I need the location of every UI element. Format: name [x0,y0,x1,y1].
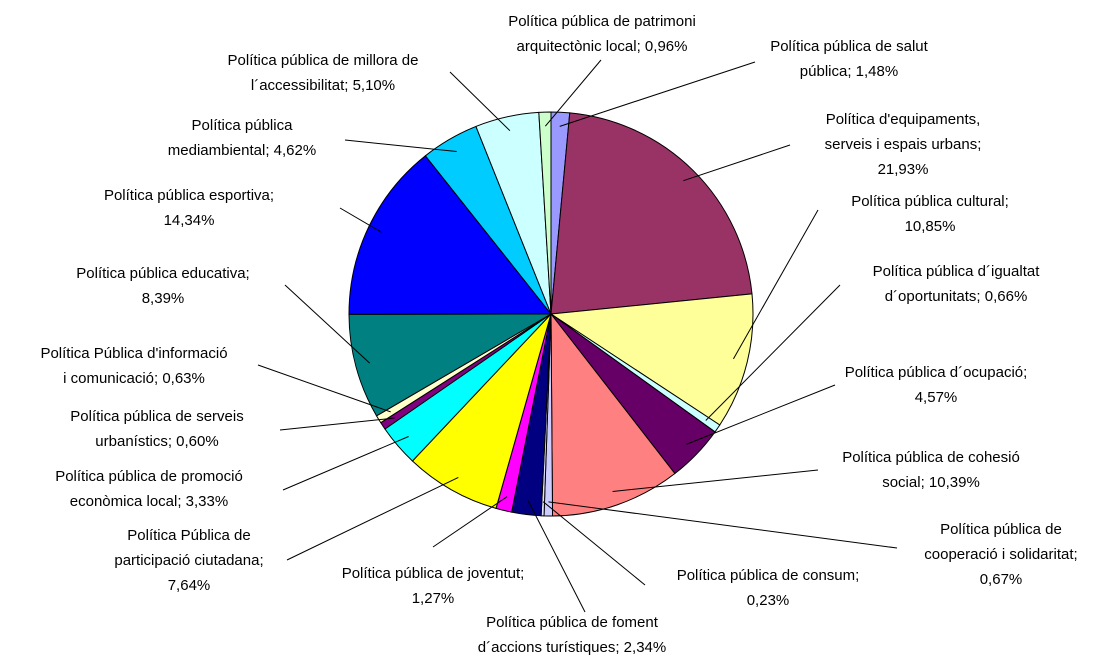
pie-slice [411,313,552,509]
pie-slice [549,293,754,426]
pie-slice [348,155,553,315]
data-label: Política pública de salut pública; 1,48% [770,38,928,80]
data-label: Política pública mediambiental; 4,62% [168,117,316,159]
leader-line [683,144,791,182]
leader-line [339,207,383,233]
leader-line [284,284,371,364]
data-label: Política pública de joventut; 1,27% [342,565,525,607]
data-label: Política pública educativa; 8,39% [76,265,249,307]
leader-line [449,71,511,132]
data-label: Política d'equipaments, serveis i espais … [825,111,982,178]
leader-line [686,384,836,445]
leader-line [705,284,841,421]
leader-line [279,417,395,431]
data-label: Política Pública d'informació i comunicac… [40,345,227,387]
pie-slice [538,111,552,315]
leader-line [527,500,586,613]
data-label: Política pública de foment d´accions turí… [478,614,666,655]
pie-slice [348,313,553,417]
data-label: Política pública d´ocupació; 4,57% [845,364,1028,406]
pie-slice [550,112,753,315]
leader-line [559,61,756,127]
data-label: Política Pública de participació ciutadan… [114,527,263,594]
data-label: Política pública de consum; 0,23% [677,567,860,609]
data-label: Política pública esportiva; 14,34% [104,187,274,229]
leader-line [548,501,898,549]
leader-line [732,209,819,360]
leader-line [612,469,819,492]
leader-line [282,436,409,491]
leader-line [286,476,459,561]
leader-line [544,59,602,127]
data-label: Política pública de millora de l´accessib… [228,52,419,94]
data-label: Política pública d´igualtat d´oportunitat… [873,263,1041,305]
data-label: Política pública cultural; 10,85% [851,193,1009,235]
leader-line [432,496,508,548]
leader-line [257,364,391,413]
leader-line [344,139,457,153]
data-label: Política pública de cohesió social; 10,39… [842,449,1020,491]
data-label: Política pública de serveis urbanístics; … [70,408,243,450]
data-label: Política pública de promoció econòmica lo… [55,468,243,510]
data-label: Política pública de cooperació i solidari… [924,521,1077,588]
data-label: Política pública de patrimoni arquitectòn… [508,13,696,55]
leader-line [542,501,646,586]
